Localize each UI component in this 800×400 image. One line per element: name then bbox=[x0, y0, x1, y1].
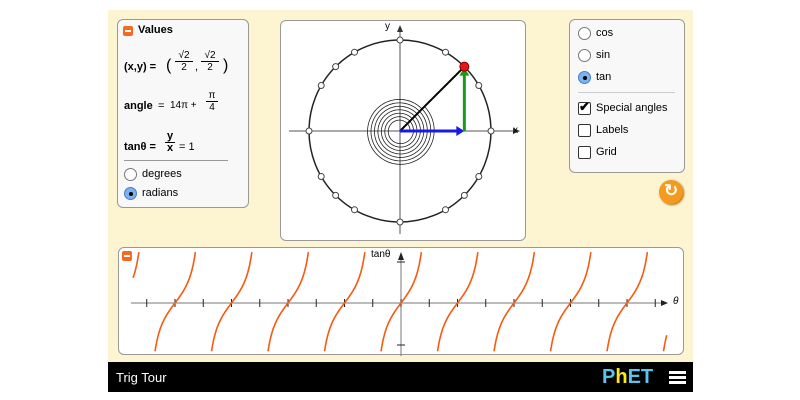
tan-curve-branch bbox=[662, 334, 668, 352]
open-paren: ( bbox=[166, 57, 172, 74]
angle-spiral bbox=[367, 98, 435, 165]
tan-graph[interactable] bbox=[119, 248, 685, 356]
x-numerator: √2 bbox=[175, 50, 193, 62]
degrees-radio[interactable] bbox=[124, 168, 137, 181]
tan-curve-branch bbox=[606, 252, 649, 352]
special-angle-dot bbox=[442, 206, 449, 214]
x-denominator: 2 bbox=[181, 62, 187, 73]
equals-sign: = bbox=[158, 100, 165, 112]
tan-radio[interactable] bbox=[578, 71, 591, 84]
y-axis-label: y bbox=[385, 21, 390, 32]
reset-button[interactable]: ↻ bbox=[659, 180, 683, 204]
x-axis-label: x bbox=[513, 125, 518, 136]
special-angle-dot bbox=[442, 48, 449, 56]
menu-icon[interactable] bbox=[669, 371, 686, 384]
graph-panel: tanθ θ bbox=[118, 247, 685, 356]
x-fraction: √2 2 bbox=[175, 50, 193, 73]
sin-radio[interactable] bbox=[578, 49, 591, 62]
special-angle-dot bbox=[475, 173, 483, 180]
y-denominator: 2 bbox=[207, 62, 213, 73]
reset-icon: ↻ bbox=[664, 181, 679, 200]
angle-value: 14π + bbox=[170, 100, 197, 111]
theta-axis-arrow bbox=[661, 300, 668, 306]
values-panel: Values (x,y) = ( √2 2 , √2 2 ) angle = 14π… bbox=[117, 19, 249, 208]
tan-label: tan bbox=[596, 71, 612, 83]
comma: , bbox=[195, 61, 199, 73]
tan-axis-arrow bbox=[398, 252, 404, 260]
special-angle-dot bbox=[332, 63, 340, 71]
sin-label: sin bbox=[596, 49, 611, 61]
divider bbox=[124, 160, 228, 161]
special-angle-dot bbox=[460, 191, 468, 199]
special-angles-checkbox[interactable]: ✔ bbox=[578, 99, 591, 115]
tan-curve-branch bbox=[210, 252, 253, 352]
special-angle-dot bbox=[317, 173, 325, 180]
degrees-label: degrees bbox=[142, 168, 182, 180]
tan-curve-branch bbox=[549, 252, 592, 352]
tan-curve-branch bbox=[493, 252, 536, 352]
tan-numerator: y bbox=[165, 130, 175, 143]
special-angle-dot bbox=[332, 191, 340, 199]
tan-curve-branch bbox=[436, 252, 479, 352]
checkmark-icon: ✔ bbox=[579, 99, 590, 114]
tan-label: tanθ = bbox=[124, 141, 156, 153]
tan-value: = 1 bbox=[179, 141, 195, 153]
angle-point bbox=[459, 61, 470, 72]
graph-x-label: θ bbox=[673, 296, 679, 307]
grid-label: Grid bbox=[596, 146, 617, 158]
tan-curve-branch bbox=[154, 252, 197, 352]
tan-curve-branch bbox=[380, 252, 423, 352]
cos-radio[interactable] bbox=[578, 27, 591, 40]
close-paren: ) bbox=[223, 57, 229, 74]
angle-label: angle bbox=[124, 100, 153, 112]
sim-title: Trig Tour bbox=[116, 370, 167, 385]
radius-line bbox=[399, 65, 466, 132]
radians-radio[interactable] bbox=[124, 187, 137, 200]
controls-panel: cos sin tan ✔ Special angles Labels Grid bbox=[569, 19, 685, 173]
y-axis-arrow bbox=[397, 25, 403, 32]
collapse-graph-button[interactable] bbox=[122, 251, 132, 261]
tan-denominator: x bbox=[166, 142, 174, 154]
tan-curve-branch bbox=[132, 252, 140, 279]
sim-area: Values (x,y) = ( √2 2 , √2 2 ) angle = 14π… bbox=[108, 10, 693, 362]
grid-checkbox[interactable] bbox=[578, 146, 591, 159]
y-numerator: √2 bbox=[201, 50, 219, 62]
unit-circle-panel[interactable]: y x bbox=[280, 20, 526, 241]
special-angle-dot bbox=[396, 218, 404, 226]
angle-numerator: π bbox=[206, 90, 218, 102]
y-fraction: √2 2 bbox=[201, 50, 219, 73]
special-angles-label: Special angles bbox=[596, 102, 668, 114]
collapse-values-button[interactable] bbox=[123, 26, 133, 36]
nav-bar: Trig Tour PhET bbox=[108, 362, 693, 392]
special-angle-dot bbox=[305, 127, 313, 135]
angle-denominator: 4 bbox=[209, 102, 215, 113]
special-angle-dot bbox=[475, 82, 483, 89]
unit-circle[interactable] bbox=[281, 21, 527, 242]
labels-checkbox[interactable] bbox=[578, 124, 591, 137]
special-angle-dot bbox=[351, 206, 358, 214]
special-angle-dot bbox=[487, 127, 495, 135]
tan-curve-branch bbox=[323, 252, 366, 352]
special-angle-dot bbox=[317, 82, 325, 89]
phet-logo[interactable]: PhET bbox=[602, 366, 654, 388]
radians-label: radians bbox=[142, 187, 179, 199]
cos-label: cos bbox=[596, 27, 614, 39]
special-angle-dot bbox=[396, 36, 404, 44]
divider bbox=[578, 92, 675, 93]
special-angle-dot bbox=[351, 48, 358, 56]
values-title: Values bbox=[138, 24, 173, 36]
labels-label: Labels bbox=[596, 124, 629, 136]
x-axis-arrow bbox=[513, 128, 520, 134]
xy-label: (x,y) = bbox=[124, 61, 157, 73]
graph-y-label: tanθ bbox=[371, 249, 391, 260]
tan-curve-branch bbox=[267, 252, 310, 352]
cos-arrowhead bbox=[456, 126, 465, 136]
